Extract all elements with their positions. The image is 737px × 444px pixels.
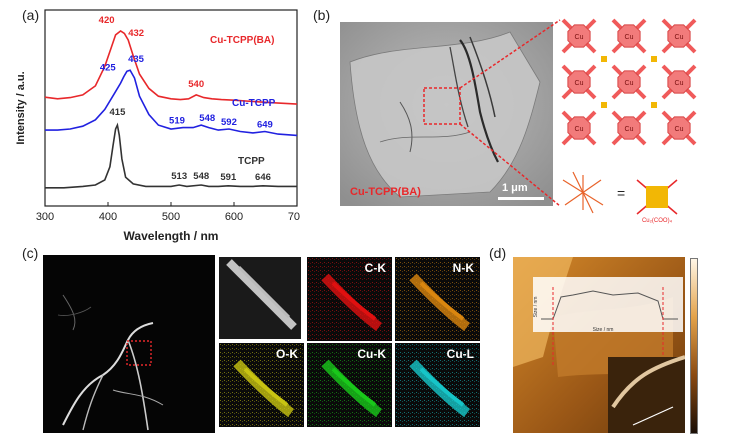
eds-map-label: N-K (452, 261, 474, 275)
linker-node (601, 102, 607, 108)
cu-tcpp-unit: Cu (611, 18, 647, 54)
series-name-label: Cu-TCPP(BA) (210, 35, 274, 46)
cu-node-label: Cu (575, 34, 584, 41)
peak-label: 548 (193, 171, 209, 182)
peak-label: 649 (257, 120, 273, 131)
series-line-cu-tcpp (45, 69, 298, 137)
cu-node-label: Cu (625, 126, 634, 133)
afm-inset-xlabel: Size / nm (593, 327, 614, 333)
afm-image: Size / nm Size / nm (513, 257, 685, 433)
x-tick-label: 500 (162, 211, 180, 223)
peak-label: 548 (199, 113, 215, 124)
tem-image-graphic (340, 22, 553, 206)
cu-node-label: Cu (625, 80, 634, 87)
panel-label-a: (a) (22, 7, 40, 23)
series-line-cu-tcpp-ba- (44, 30, 298, 105)
cu-tcpp-unit: Cu (611, 64, 647, 100)
eds-map-cu-k: Cu-K (307, 343, 392, 427)
zoom-box (423, 87, 461, 125)
structure-schematic: Cu Cu Cu Cu Cu Cu Cu Cu Cu = Cu₂(COO)₄ (561, 18, 697, 224)
peak-label: 592 (221, 117, 237, 128)
series-name-label: TCPP (238, 156, 265, 167)
tem-image: Cu-TCPP(BA) 1 μm (340, 22, 553, 206)
peak-label: 646 (255, 172, 271, 183)
cu-tcpp-unit: Cu (561, 18, 597, 54)
uv-vis-chart: Cu-TCPP(BA) 420 432 540 Cu-TCPP 425 435 519 548 5… (15, 9, 300, 243)
linker-node (651, 56, 657, 62)
peak-label: 415 (110, 107, 127, 118)
series-line-tcpp (45, 122, 297, 189)
cu-node-label: Cu (675, 80, 684, 87)
peak-label: 513 (171, 171, 187, 182)
cu-node-label: Cu (625, 34, 634, 41)
eds-map-label: O-K (276, 347, 298, 361)
panel-label-b: (b) (313, 7, 331, 23)
cu-node-label: Cu (675, 34, 684, 41)
linker-node (651, 102, 657, 108)
panel-label-c: (c) (22, 245, 39, 261)
cu-tcpp-unit: Cu (661, 110, 697, 146)
peak-label: 591 (220, 172, 237, 183)
paddlewheel-legend: = Cu₂(COO)₄ (562, 171, 678, 224)
eds-map-label: Cu-K (357, 347, 386, 361)
peak-label: 425 (100, 63, 117, 74)
eds-map-cu-l: Cu-L (395, 343, 480, 427)
peak-label: 435 (128, 54, 145, 65)
y-axis-label: Intensity / a.u. (15, 71, 27, 144)
scale-bar-label: 1 μm (502, 182, 528, 194)
x-tick-label: 600 (225, 211, 243, 223)
peak-label: 432 (128, 28, 144, 39)
afm-inset-ylabel: Size / nm (533, 297, 539, 318)
paddlewheel-label: Cu₂(COO)₄ (642, 218, 673, 224)
cu-tcpp-unit: Cu (561, 64, 597, 100)
cu-tcpp-unit: Cu (661, 64, 697, 100)
peak-label: 420 (99, 15, 115, 26)
svg-text:=: = (617, 185, 625, 201)
series-name-label: Cu-TCPP (232, 98, 276, 109)
x-axis-label: Wavelength / nm (124, 229, 219, 243)
eds-map-label: Cu-L (446, 347, 474, 361)
scale-bar (498, 197, 544, 200)
x-tick-label: 700 (288, 211, 300, 223)
cu-node-label: Cu (575, 80, 584, 87)
cu-tcpp-unit: Cu (561, 110, 597, 146)
afm-height-profile-inset (533, 277, 683, 332)
sample-label: Cu-TCPP(BA) (350, 186, 421, 198)
panel-label-d: (d) (489, 245, 507, 261)
cu-node-label: Cu (575, 126, 584, 133)
afm-color-scale (690, 258, 698, 434)
eds-map-o-k: O-K (219, 343, 304, 427)
zoom-box (126, 340, 152, 366)
eds-map-n-k: N-K (395, 257, 480, 341)
cu-node-label: Cu (675, 126, 684, 133)
x-tick-label: 300 (36, 211, 54, 223)
cu-tcpp-unit: Cu (611, 110, 647, 146)
haadf-zoom-image (219, 257, 301, 339)
x-tick-label: 400 (99, 211, 117, 223)
peak-label: 540 (188, 79, 204, 90)
eds-map-label: C-K (364, 261, 386, 275)
haadf-image (43, 255, 215, 433)
linker-node (601, 56, 607, 62)
peak-label: 519 (169, 116, 185, 127)
eds-map-c-k: C-K (307, 257, 392, 341)
cu-tcpp-unit: Cu (661, 18, 697, 54)
